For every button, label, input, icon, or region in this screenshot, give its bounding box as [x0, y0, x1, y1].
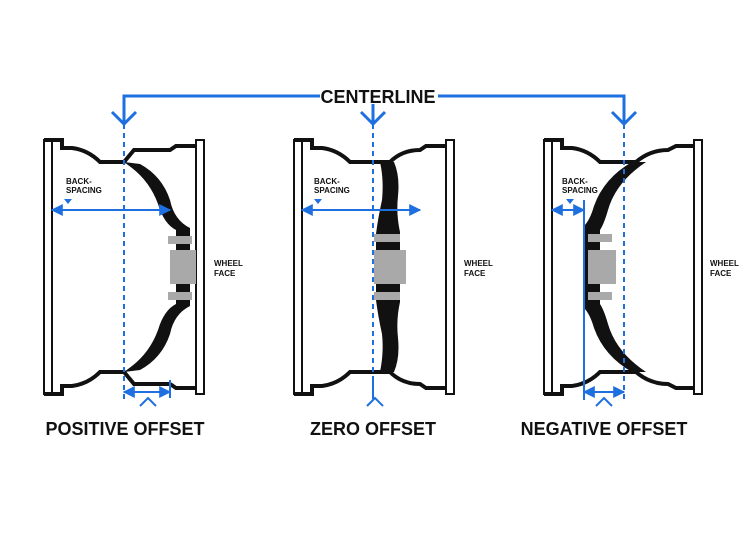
rim-barrel-left-edge — [543, 139, 553, 395]
rim-barrel-left-edge — [293, 139, 303, 395]
rim-barrel-right-edge — [693, 139, 703, 395]
rim-barrel-right-edge — [445, 139, 455, 395]
backspacing-label-line2: SPACING — [66, 186, 102, 195]
hub-center — [170, 250, 196, 284]
offset-caret-icon — [366, 396, 384, 407]
wheel-disc — [124, 162, 190, 372]
rim-bottom-profile — [544, 370, 694, 396]
rim-top-profile — [44, 138, 196, 164]
panel-caption: POSITIVE OFFSET — [45, 419, 204, 439]
panel-caption: ZERO OFFSET — [310, 419, 436, 439]
backspacing-label-line1: BACK- — [314, 177, 340, 186]
backspacing-pointer-icon — [314, 199, 322, 204]
rim-top-profile — [294, 138, 446, 164]
diagram-title: CENTERLINE — [320, 87, 435, 107]
panel-zero-offset: BACK- SPACING WHEEL FACE ZERO OFFSET — [293, 124, 493, 439]
panel-positive-offset: BACK- SPACING WHEEL FACE POSITIVE OFFSET — [43, 124, 243, 439]
hub-upper — [168, 236, 192, 244]
wheel-face-label-line2: FACE — [214, 269, 236, 278]
rim-bottom-profile — [294, 370, 446, 396]
panel-negative-offset: BACK- SPACING WHEEL FACE NEGATIVE OFFSET — [521, 124, 739, 439]
backspacing-pointer-icon — [566, 199, 574, 204]
hub-center — [588, 250, 616, 284]
rim-bottom-profile — [44, 370, 196, 396]
rim-top-profile — [544, 138, 694, 164]
rim-barrel-right-edge — [195, 139, 205, 395]
wheel-face-label-line1: WHEEL — [214, 259, 243, 268]
backspacing-label-line2: SPACING — [314, 186, 350, 195]
hub-upper — [588, 234, 612, 242]
hub-lower — [588, 292, 612, 300]
backspacing-label-line1: BACK- — [562, 177, 588, 186]
hub-center — [374, 250, 406, 284]
centerline-header: CENTERLINE — [110, 87, 638, 127]
centerline-bracket-left — [122, 94, 320, 122]
wheel-face-label-line2: FACE — [710, 269, 732, 278]
backspacing-label-line1: BACK- — [66, 177, 92, 186]
offset-caret-icon — [595, 396, 613, 407]
wheel-face-label-line2: FACE — [464, 269, 486, 278]
rim-barrel-left-edge — [43, 139, 53, 395]
hub-lower — [168, 292, 192, 300]
hub-upper — [374, 234, 400, 242]
backspacing-pointer-icon — [64, 199, 72, 204]
backspacing-label-line2: SPACING — [562, 186, 598, 195]
hub-lower — [374, 292, 400, 300]
panel-caption: NEGATIVE OFFSET — [521, 419, 688, 439]
centerline-bracket-right — [438, 94, 626, 122]
wheel-disc — [584, 162, 646, 372]
offset-caret-icon — [139, 396, 157, 407]
wheel-face-label-line1: WHEEL — [710, 259, 739, 268]
wheel-face-label-line1: WHEEL — [464, 259, 493, 268]
